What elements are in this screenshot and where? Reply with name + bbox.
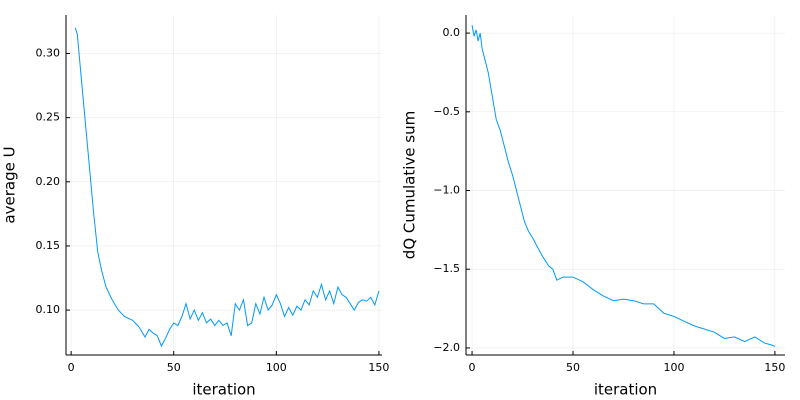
x-tick-label: 150 xyxy=(368,361,389,374)
axis-label: average U xyxy=(1,146,19,223)
axis-label: dQ Cumulative sum xyxy=(401,111,419,259)
y-tick-label: 0.0 xyxy=(443,26,461,39)
x-tick-label: 50 xyxy=(566,361,580,374)
axis-label: iteration xyxy=(594,381,657,399)
y-tick-label: 0.30 xyxy=(36,46,61,59)
x-tick-label: 100 xyxy=(663,361,684,374)
y-tick-label: −1.5 xyxy=(433,262,460,275)
x-tick-label: 50 xyxy=(167,361,181,374)
y-tick-label: 0.25 xyxy=(36,111,61,124)
line xyxy=(74,27,380,348)
x-tick-label: 0 xyxy=(469,361,476,374)
y-tick-label: 0.15 xyxy=(36,239,61,252)
y-tick-label: 0.10 xyxy=(36,303,61,316)
x-tick-label: 100 xyxy=(266,361,287,374)
x-tick-label: 0 xyxy=(68,361,75,374)
line xyxy=(471,25,776,347)
x-tick-label: 150 xyxy=(764,361,785,374)
axis-label: iteration xyxy=(192,381,255,399)
y-tick-label: −0.5 xyxy=(433,105,460,118)
y-tick-label: −1.0 xyxy=(433,184,460,197)
y-tick-label: −2.0 xyxy=(433,341,460,354)
y-tick-label: 0.20 xyxy=(36,175,61,188)
